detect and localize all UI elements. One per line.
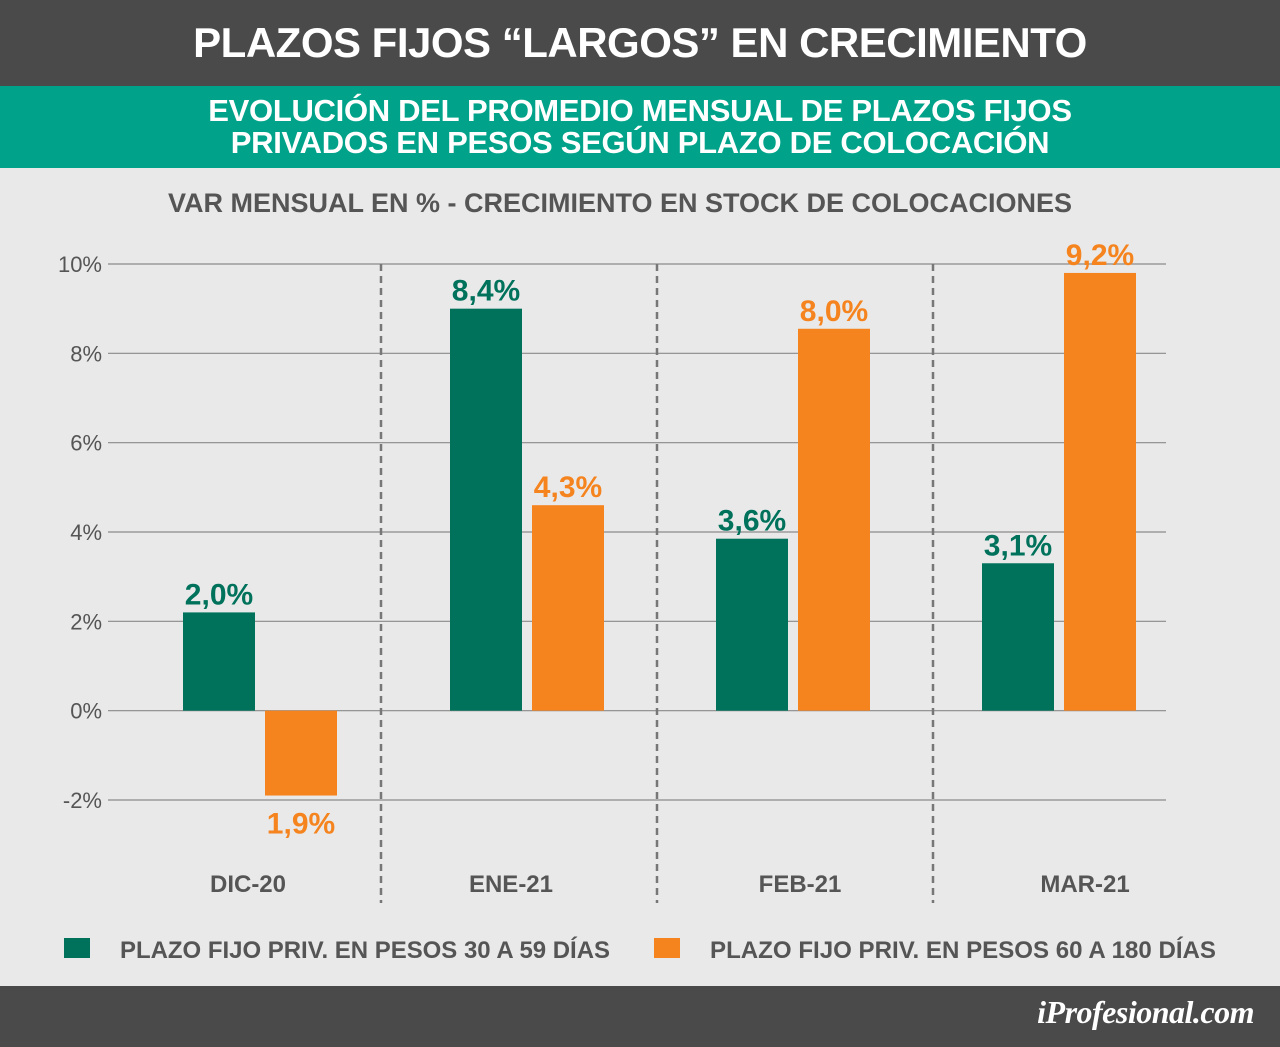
data-label: 4,3%: [534, 471, 602, 504]
bar-green-dic-20: [183, 612, 255, 711]
bar-chart: VAR MENSUAL EN % - CRECIMIENTO EN STOCK …: [58, 188, 1216, 964]
y-tick-label: 2%: [70, 609, 102, 634]
legend-label: PLAZO FIJO PRIV. EN PESOS 60 A 180 DÍAS: [710, 936, 1216, 964]
x-category-label: DIC-20: [210, 871, 286, 898]
bar-green-feb-21: [716, 538, 788, 711]
x-category-label: ENE-21: [469, 871, 553, 898]
y-tick-label: 10%: [58, 252, 102, 277]
bar-orange-ene-21: [532, 505, 604, 711]
bar-orange-feb-21: [798, 328, 870, 711]
subtitle-line-2: PRIVADOS EN PESOS SEGÚN PLAZO DE COLOCAC…: [230, 125, 1050, 160]
subtitle-bar: EVOLUCIÓN DEL PROMEDIO MENSUAL DE PLAZOS…: [0, 86, 1280, 168]
y-tick-label: 8%: [70, 341, 102, 366]
x-category-label: MAR-21: [1040, 871, 1129, 898]
data-label: 3,1%: [984, 529, 1052, 562]
chart-title: VAR MENSUAL EN % - CRECIMIENTO EN STOCK …: [168, 188, 1072, 218]
legend-swatch-orange: [654, 938, 680, 958]
iprofesional-logo: iProfesional.com: [1037, 994, 1254, 1030]
data-label: 8,0%: [800, 295, 868, 328]
footer-bar: iProfesional.com: [0, 986, 1280, 1047]
bar-green-mar-21: [982, 563, 1054, 711]
bar-green-ene-21: [450, 308, 522, 711]
y-tick-label: 0%: [70, 699, 102, 724]
legend-swatch-green: [64, 938, 90, 958]
subtitle-line-1: EVOLUCIÓN DEL PROMEDIO MENSUAL DE PLAZOS…: [208, 93, 1072, 128]
legend-label: PLAZO FIJO PRIV. EN PESOS 30 A 59 DÍAS: [120, 936, 610, 964]
data-label: 3,6%: [718, 505, 786, 538]
y-tick-label: 4%: [70, 520, 102, 545]
bar-orange-dic-20: [265, 710, 337, 796]
data-label: 9,2%: [1066, 239, 1134, 272]
bar-orange-mar-21: [1064, 272, 1136, 711]
data-label: 8,4%: [452, 275, 520, 308]
title-bar: PLAZOS FIJOS “LARGOS” EN CRECIMIENTO: [0, 0, 1280, 86]
data-label: 1,9%: [267, 808, 335, 841]
y-tick-label: -2%: [63, 788, 102, 813]
page-title: PLAZOS FIJOS “LARGOS” EN CRECIMIENTO: [193, 19, 1087, 66]
data-label: 2,0%: [185, 578, 253, 611]
x-category-label: FEB-21: [759, 871, 842, 898]
y-tick-label: 6%: [70, 431, 102, 456]
